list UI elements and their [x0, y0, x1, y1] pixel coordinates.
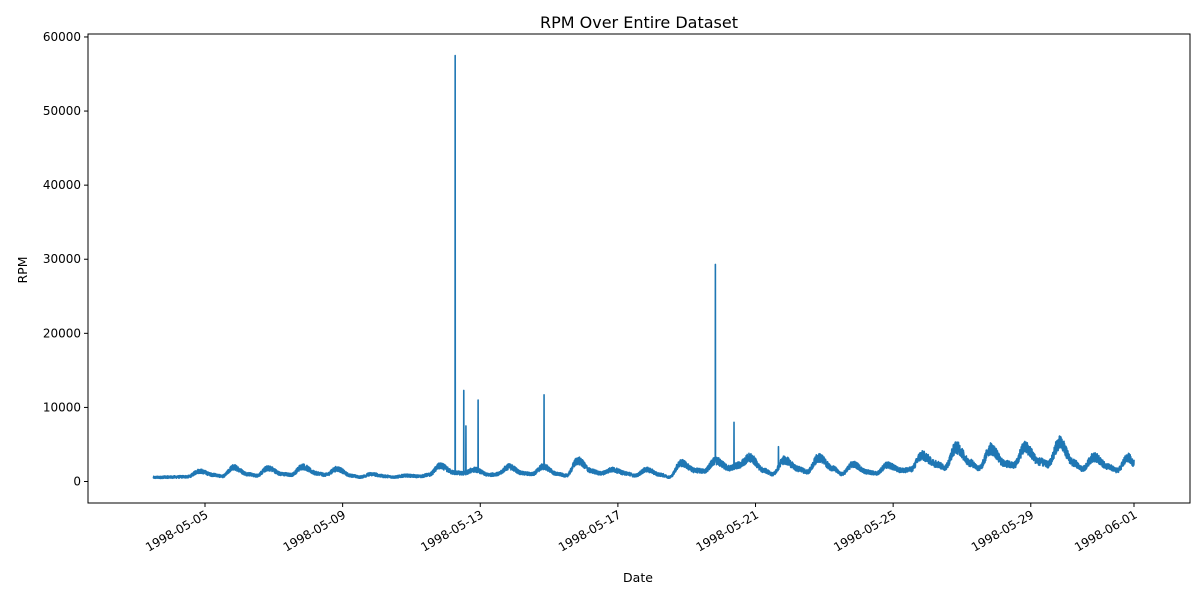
series-line-rpm: [152, 54, 1135, 480]
x-axis-label: Date: [623, 570, 653, 585]
y-tick-label: 40000: [43, 178, 81, 192]
y-tick-label: 20000: [43, 326, 81, 340]
y-tick-label: 50000: [43, 104, 81, 118]
y-tick-label: 30000: [43, 252, 81, 266]
y-tick-label: 10000: [43, 400, 81, 414]
y-tick-label: 0: [73, 475, 81, 489]
y-axis: 0 10000 20000 30000 40000 50000 60000: [43, 30, 88, 489]
y-axis-label: RPM: [15, 256, 30, 283]
chart-title: RPM Over Entire Dataset: [540, 13, 738, 32]
plot-frame: [87, 33, 1191, 504]
series-layer: [152, 54, 1135, 480]
y-tick-label: 60000: [43, 30, 81, 44]
